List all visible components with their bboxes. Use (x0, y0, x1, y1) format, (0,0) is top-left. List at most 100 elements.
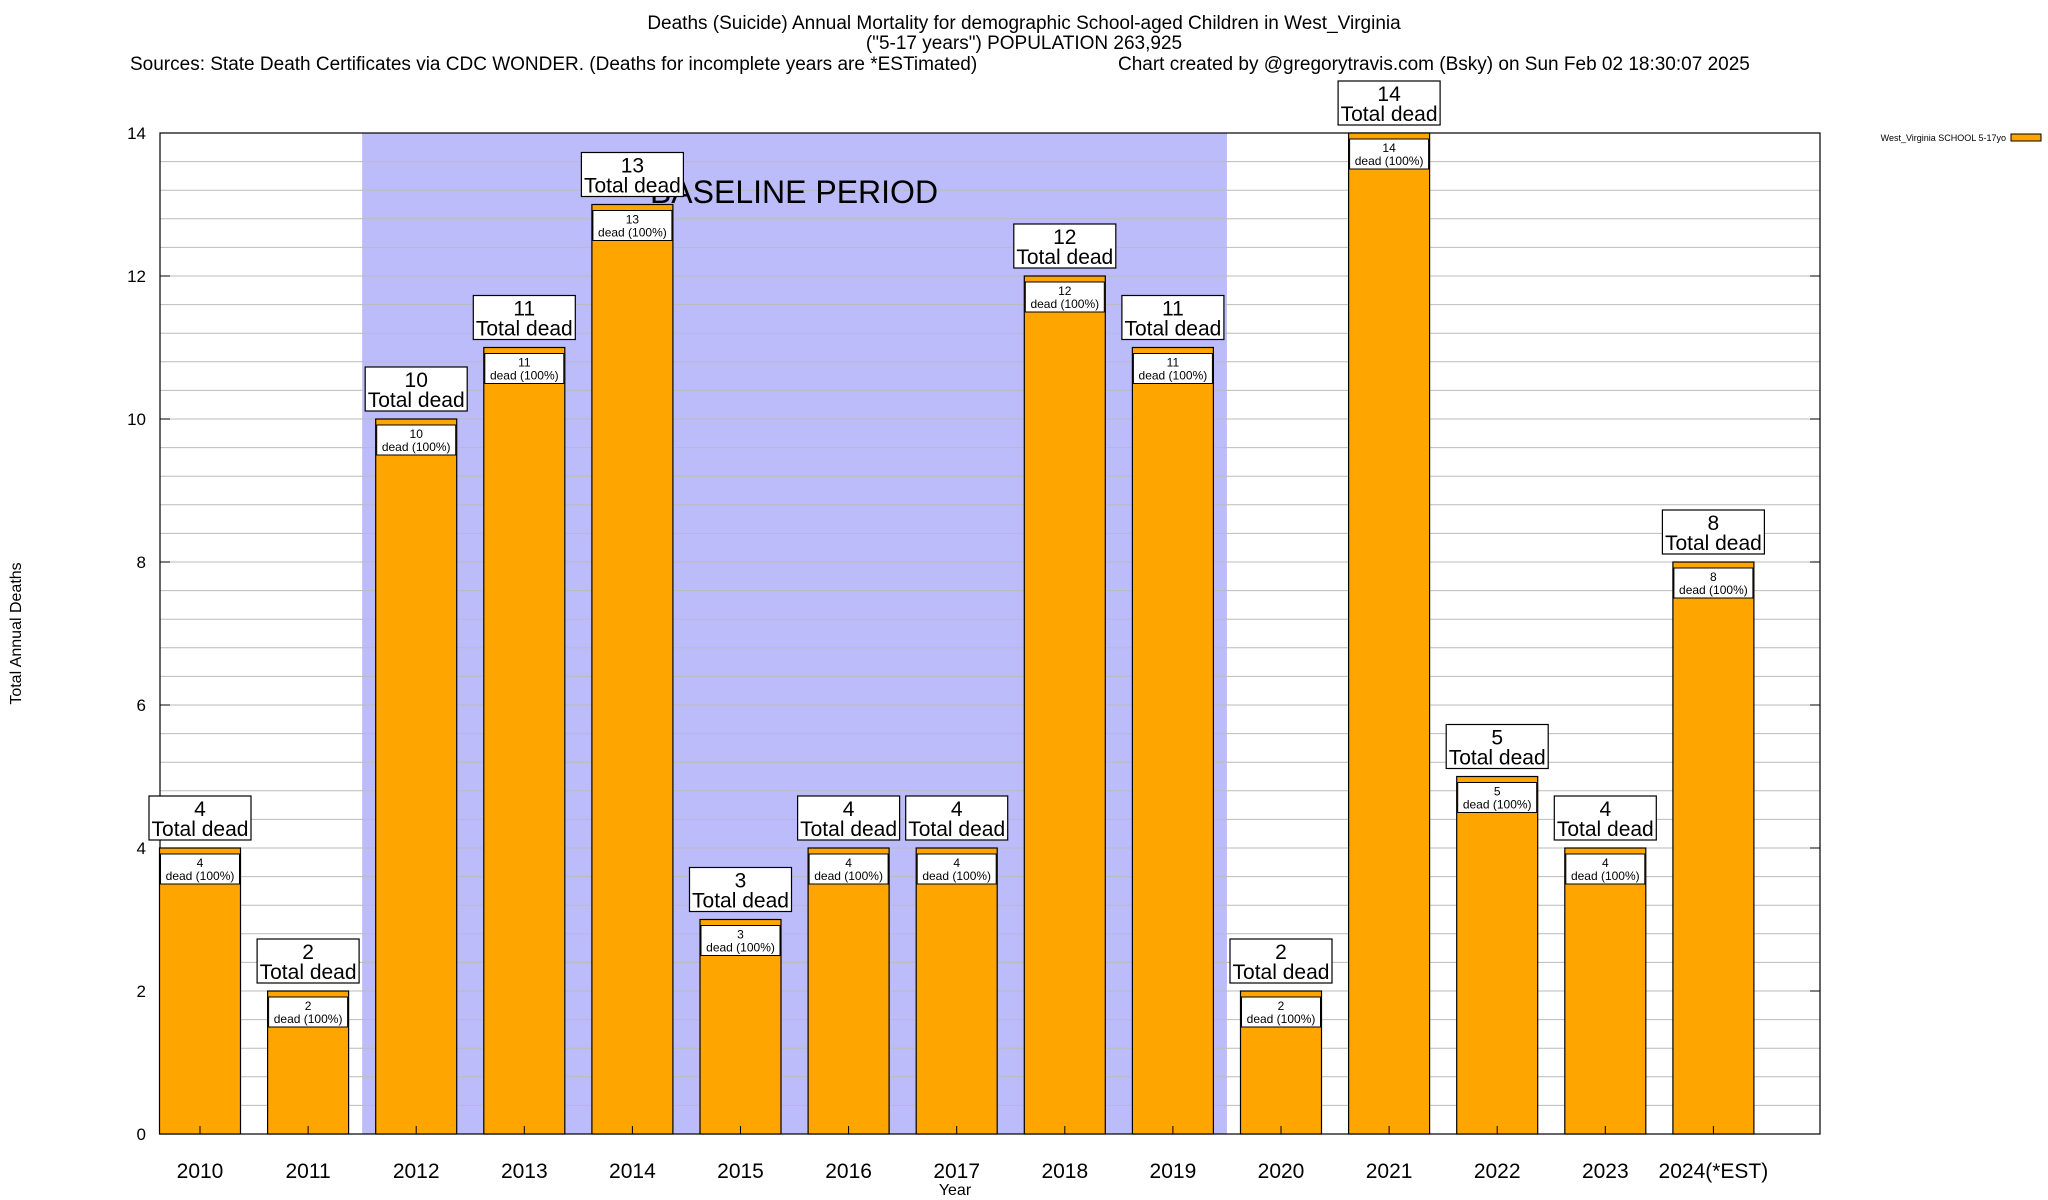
total-value-label: 11 (513, 298, 535, 321)
inner-label-box (1024, 281, 1105, 313)
inner-caption-label: dead (100%) (382, 440, 451, 454)
x-tick-label: 2010 (177, 1160, 224, 1183)
baseline-period-label: BASELINE PERIOD (650, 174, 938, 210)
total-caption-label: Total dead (1341, 103, 1438, 126)
total-value-label: 4 (194, 798, 206, 821)
x-tick-label: 2013 (501, 1160, 548, 1183)
inner-value-label: 11 (518, 356, 531, 370)
bar (375, 418, 458, 1135)
total-caption-label: Total dead (908, 818, 1005, 841)
inner-caption-label: dead (100%) (166, 869, 235, 883)
x-tick-label: 2018 (1041, 1160, 1088, 1183)
x-tick-label: 2019 (1150, 1160, 1197, 1183)
inner-caption-label: dead (100%) (598, 226, 667, 240)
total-caption-label: Total dead (1557, 818, 1654, 841)
inner-label-box (268, 996, 349, 1028)
legend-swatch (2010, 133, 2042, 142)
inner-label-box (1457, 782, 1538, 813)
total-value-label: 4 (1599, 798, 1611, 821)
total-label-box (256, 938, 360, 984)
bar (1456, 775, 1539, 1135)
y-tick-label: 6 (137, 696, 146, 715)
inner-value-label: 2 (1278, 999, 1285, 1013)
inner-label-box (808, 853, 889, 885)
bar (915, 847, 998, 1135)
total-caption-label: Total dead (368, 389, 465, 412)
inner-value-label: 2 (305, 999, 312, 1013)
inner-caption-label: dead (100%) (1139, 369, 1208, 383)
x-tick-label: 2020 (1258, 1160, 1305, 1183)
total-caption-label: Total dead (692, 890, 789, 913)
inner-caption-label: dead (100%) (1679, 583, 1748, 597)
total-label-box (796, 795, 901, 841)
total-label-box (1445, 723, 1549, 770)
chart-credit: Chart created by @gregorytravis.com (Bsk… (1118, 54, 1750, 75)
total-caption-label: Total dead (1665, 532, 1762, 555)
total-label-box (364, 366, 468, 412)
inner-value-label: 8 (1710, 570, 1717, 584)
bar (1023, 275, 1106, 1135)
bar (1564, 847, 1647, 1135)
inner-caption-label: dead (100%) (1463, 798, 1532, 812)
inner-value-label: 4 (1602, 856, 1609, 870)
bar (1672, 561, 1755, 1135)
total-value-label: 10 (405, 369, 428, 392)
inner-label-box (376, 424, 457, 456)
total-label-box (1337, 80, 1441, 126)
total-caption-label: Total dead (1449, 747, 1546, 770)
inner-label-box (592, 210, 673, 241)
inner-caption-label: dead (100%) (490, 369, 559, 383)
inner-label-box (160, 853, 240, 885)
inner-value-label: 4 (953, 856, 960, 870)
total-label-box (1121, 294, 1225, 341)
bar (1347, 132, 1431, 1135)
total-caption-label: Total dead (584, 175, 681, 198)
y-tick-label: 12 (127, 267, 146, 286)
inner-label-box (1565, 853, 1646, 885)
total-value-label: 13 (621, 155, 644, 178)
inner-caption-label: dead (100%) (274, 1012, 343, 1026)
inner-caption-label: dead (100%) (1030, 297, 1099, 311)
total-value-label: 11 (1162, 298, 1184, 321)
total-label-box (905, 795, 1009, 841)
bar (158, 847, 242, 1135)
inner-caption-label: dead (100%) (814, 869, 883, 883)
y-axis-label: Total Annual Deaths (8, 562, 25, 704)
inner-value-label: 3 (737, 928, 744, 942)
inner-label-box (1673, 567, 1754, 599)
inner-caption-label: dead (100%) (922, 869, 991, 883)
x-tick-label: 2022 (1474, 1160, 1521, 1183)
x-tick-label: 2016 (825, 1160, 872, 1183)
y-tick-label: 14 (127, 124, 146, 143)
y-tick-label: 0 (137, 1125, 146, 1144)
inner-value-label: 4 (845, 856, 852, 870)
inner-value-label: 12 (1058, 284, 1072, 298)
bar (807, 847, 890, 1135)
inner-label-box (1349, 138, 1430, 170)
chart-title: Deaths (Suicide) Annual Mortality for de… (0, 14, 2048, 54)
x-axis-label: Year (939, 1182, 972, 1199)
total-label-box (1661, 509, 1766, 555)
total-label-box (1013, 223, 1117, 269)
total-label-box (688, 866, 793, 913)
sources-note: Sources: State Death Certificates via CD… (130, 54, 978, 75)
y-tick-label: 8 (137, 553, 146, 572)
inner-label-box (916, 853, 997, 885)
x-tick-label: 2015 (717, 1160, 764, 1183)
title-line-1: Deaths (Suicide) Annual Mortality for de… (647, 13, 1401, 34)
x-tick-label: 2023 (1582, 1160, 1629, 1183)
total-caption-label: Total dead (152, 818, 249, 841)
bar (1131, 346, 1215, 1135)
inner-value-label: 14 (1382, 141, 1396, 155)
total-caption-label: Total dead (800, 818, 897, 841)
total-value-label: 2 (1275, 941, 1287, 964)
total-label-box (472, 294, 576, 341)
total-caption-label: Total dead (1124, 318, 1221, 341)
total-label-box (148, 795, 252, 841)
inner-value-label: 4 (197, 856, 204, 870)
total-label-box (1553, 795, 1657, 841)
total-caption-label: Total dead (260, 961, 357, 984)
title-line-2: ("5-17 years") POPULATION 263,925 (865, 33, 1183, 54)
total-caption-label: Total dead (1016, 246, 1113, 269)
